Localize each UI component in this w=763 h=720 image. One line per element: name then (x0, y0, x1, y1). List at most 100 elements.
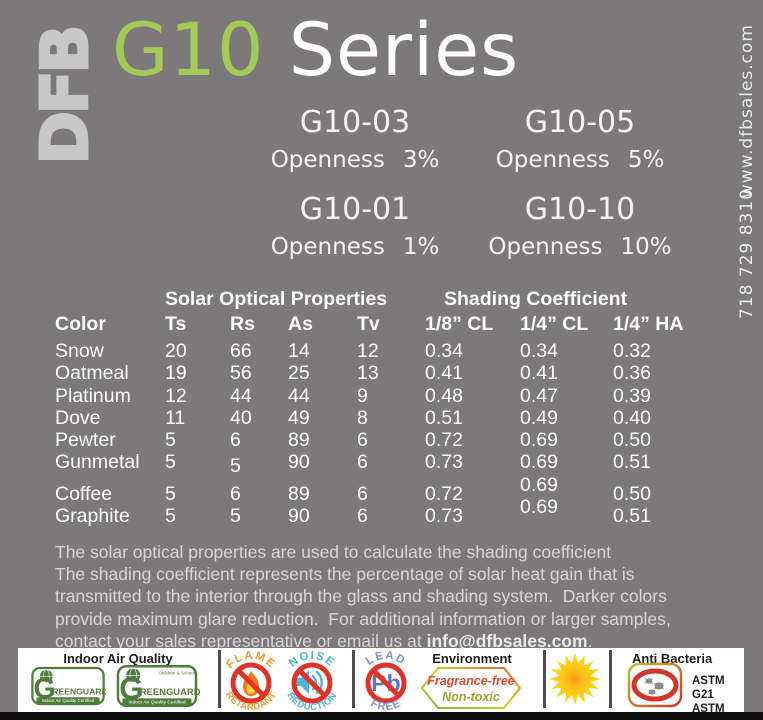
value-cell: 0.32 (613, 340, 651, 362)
value-cell: 5 (165, 429, 176, 452)
column-header: 1/4” HA (613, 313, 684, 335)
column-header: As (288, 313, 313, 335)
dfb-logo-text: DFB (28, 26, 105, 166)
svg-text:FREE: FREE (369, 697, 403, 711)
contact-suffix: . (587, 630, 593, 651)
divider (352, 650, 355, 708)
table-row: Snow 20 66 14 12 0.34 0.34 0.32 (55, 340, 715, 362)
lead-arc-bottom-text: FREE (369, 697, 402, 711)
value-cell: 12 (357, 340, 379, 362)
greenguard-logo-icon: Indoor Air Quality Certified G REENGUARD (31, 666, 106, 706)
non-toxic-text: Non-toxic (442, 690, 500, 704)
greenguard-children-schools-logo-icon: Indoor Air Quality Certified Children & … (116, 665, 200, 707)
column-header: Rs (230, 313, 255, 335)
series-word: Series (288, 8, 520, 93)
value-cell: 0.69 (520, 429, 558, 452)
divider (543, 650, 546, 708)
table-row: Oatmeal 19 56 25 13 0.41 0.41 0.36 (55, 362, 715, 384)
value-cell: 0.34 (520, 340, 558, 362)
fragrance-free-text: Fragrance-free (427, 674, 515, 688)
value-cell: 5 (230, 455, 241, 478)
environment-friendly-hexagon-icon: Fragrance-free Non-toxic (421, 667, 521, 709)
product-card: G10-01 Openness 1% (235, 192, 475, 260)
phone-text: 718 729 8310 (737, 188, 757, 319)
footnote-line: transmitted to the interior through the … (55, 586, 667, 607)
flame-retardant-icon: FLAME RETARDANT (223, 650, 279, 711)
bottom-border-strip (0, 712, 763, 720)
table-group: Snow 20 66 14 12 0.34 0.34 0.32 Oatmeal 19 56 25 13 0… (55, 340, 715, 477)
color-name-cell: Oatmeal (55, 362, 129, 385)
value-cell: 6 (230, 482, 241, 505)
value-cell: 0.41 (425, 362, 463, 385)
value-cell: 40 (230, 406, 252, 429)
footnote-line: The shading coefficient represents the p… (55, 564, 635, 585)
color-name-cell: Coffee (55, 482, 113, 505)
series-code: G10 (112, 8, 265, 93)
value-cell: 89 (288, 482, 310, 505)
product-card: G10-03 Openness 3% (235, 105, 475, 173)
contact-prefix: contact your sales representative or ema… (55, 630, 427, 651)
column-header: 1/4” CL (520, 313, 589, 335)
openness-value: 3% (402, 147, 440, 173)
value-cell: 0.50 (613, 429, 651, 452)
openness-label: Openness (488, 234, 603, 260)
table-row: Dove 11 40 49 8 0.51 0.49 0.40 (55, 407, 715, 429)
color-name-cell: Platinum (55, 384, 131, 407)
value-cell: 0.73 (425, 505, 463, 528)
value-cell: 6 (357, 451, 368, 474)
table-row: Pewter 5 6 89 6 0.72 0.69 0.50 (55, 429, 715, 451)
footnote-line: The solar optical properties are used to… (55, 542, 612, 562)
value-cell: 66 (230, 340, 252, 362)
shading-section-header: Shading Coefficient (444, 288, 628, 310)
value-cell: 90 (288, 505, 310, 528)
table-group: Coffee 5 6 89 6 0.72 0.69 0.50 Graphite 5 5 90 6 0.73… (55, 474, 715, 528)
svg-text:FLAME: FLAME (224, 650, 278, 671)
value-cell: 20 (165, 340, 187, 362)
greenguard-subtitle: Children & Schools (159, 671, 198, 676)
color-name-cell: Pewter (55, 429, 116, 452)
value-cell: 0.69 (520, 496, 558, 519)
table-row: Coffee 5 6 89 6 0.72 0.69 0.50 (55, 474, 715, 505)
product-card: G10-05 Openness 5% (460, 105, 700, 173)
value-cell: 8 (357, 406, 368, 429)
value-cell: 49 (288, 406, 310, 429)
greenguard-initial: G (119, 671, 143, 706)
solar-section-header: Solar Optical Properties (165, 288, 388, 310)
value-cell: 0.34 (425, 340, 463, 362)
energy-saving-icon: ENERGY SAVING (537, 653, 612, 711)
astm-standard: ASTM G21 (692, 675, 725, 701)
anti-bacteria-icon (627, 662, 683, 708)
value-cell: 44 (230, 384, 252, 407)
value-cell: 0.40 (613, 406, 651, 429)
value-cell: 0.72 (425, 482, 463, 505)
greenguard-word: REENGUARD (52, 686, 106, 696)
value-cell: 44 (288, 384, 310, 407)
value-cell: 0.51 (613, 505, 651, 528)
value-cell: 0.72 (425, 429, 463, 452)
table-section-headers: Solar Optical Properties Shading Coeffic… (55, 288, 715, 313)
value-cell: 0.73 (425, 451, 463, 474)
value-cell: 5 (230, 505, 241, 528)
indoor-air-quality-title: Indoor Air Quality (63, 651, 173, 666)
value-cell: 90 (288, 451, 310, 474)
divider (609, 650, 612, 708)
value-cell: 0.36 (613, 362, 651, 385)
value-cell: 6 (357, 482, 368, 505)
value-cell: 12 (165, 384, 187, 407)
svg-text:NOISE: NOISE (287, 650, 337, 670)
table-column-headers: Color Ts Rs As Tv 1/8” CL 1/4” CL 1/4” H… (55, 313, 715, 340)
column-header: 1/8” CL (425, 313, 494, 335)
value-cell: 11 (165, 406, 186, 429)
value-cell: 9 (357, 384, 368, 407)
greenguard-tagline: Indoor Air Quality Certified (128, 700, 186, 706)
value-cell: 5 (165, 451, 176, 474)
color-name-cell: Gunmetal (55, 451, 140, 474)
value-cell: 19 (165, 362, 187, 385)
table-row: Gunmetal 5 5 90 6 0.73 0.69 0.51 (55, 451, 715, 477)
openness-value: 1% (402, 234, 440, 260)
value-cell: 25 (288, 362, 310, 385)
table-row: Platinum 12 44 44 9 0.48 0.47 0.39 (55, 385, 715, 407)
table-row: Graphite 5 5 90 6 0.73 0.69 0.51 (55, 496, 715, 528)
color-name-cell: Graphite (55, 505, 130, 528)
website-text: www.dfbsales.com (737, 24, 757, 199)
